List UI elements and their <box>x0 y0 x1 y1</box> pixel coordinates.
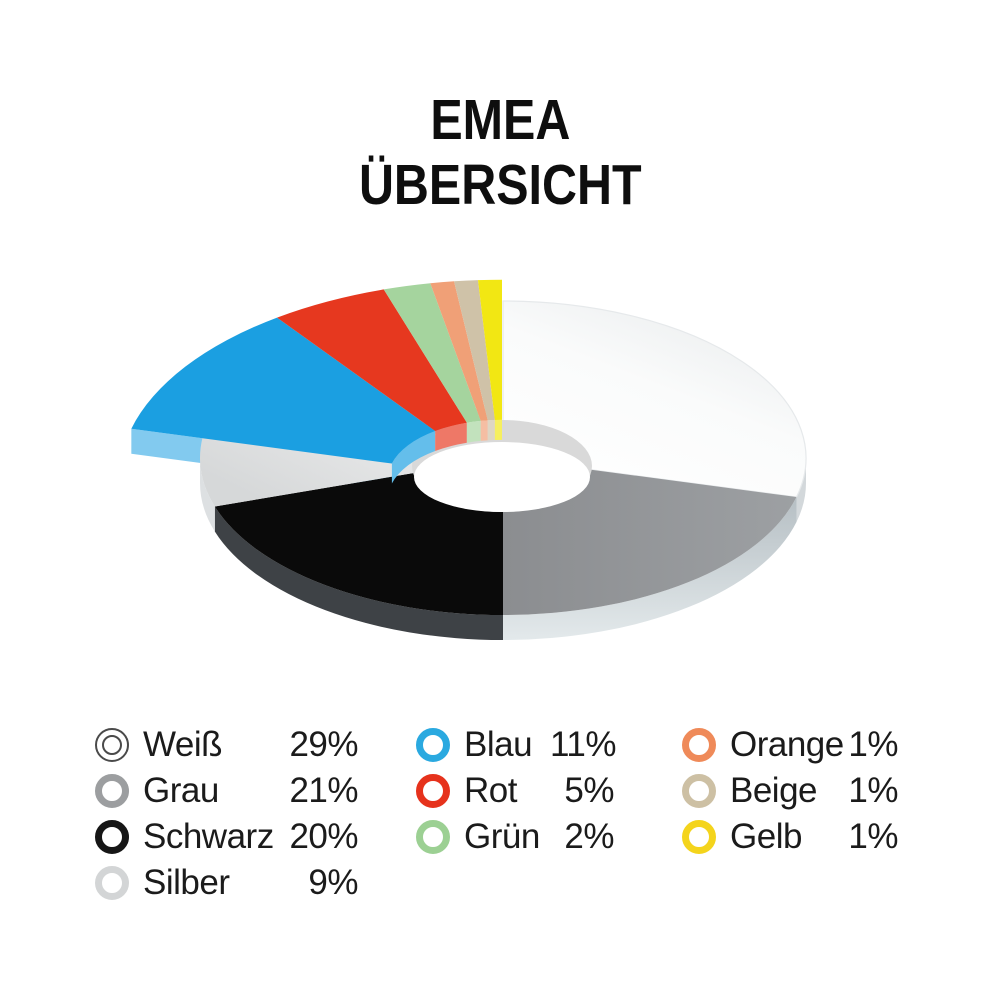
donut-hole <box>414 442 590 512</box>
legend-value: 5% <box>564 771 614 810</box>
legend-label: Schwarz <box>143 817 274 856</box>
color-ring-icon <box>416 728 450 762</box>
legend-label: Grau <box>143 771 219 810</box>
legend-item: Orange 1% <box>682 722 899 768</box>
legend-label: Blau <box>464 725 533 764</box>
color-ring-icon <box>682 820 716 854</box>
legend-label: Orange <box>730 725 844 764</box>
legend-value: 1% <box>848 725 898 764</box>
legend-label: Weiß <box>143 725 223 764</box>
pie-slice-rot <box>277 289 467 431</box>
legend-value: 2% <box>564 817 614 856</box>
legend-item: Grün 2% <box>416 814 615 860</box>
color-ring-icon <box>95 728 129 762</box>
legend-label: Grün <box>464 817 540 856</box>
pie-slice-schwarz-side <box>214 506 503 640</box>
legend-item: Grau 21% <box>95 768 359 814</box>
chart-title-line1: EMEA <box>430 88 570 152</box>
pie-slice-gruen-inner-wall <box>466 420 481 443</box>
pie-slice-grau-side <box>503 497 797 640</box>
chart-title-line2: ÜBERSICHT <box>358 153 642 217</box>
pie-slice-orange <box>430 281 488 421</box>
pie-slice-grau <box>503 458 797 615</box>
color-ring-icon <box>682 774 716 808</box>
color-ring-inner <box>102 735 122 755</box>
pie-slice-silber-side <box>199 458 215 532</box>
legend-value: 9% <box>308 863 358 902</box>
pie-slice-gelb-inner-wall <box>494 419 502 441</box>
legend-item: Schwarz 20% <box>95 814 359 860</box>
pie-slice-beige <box>454 280 495 421</box>
pie-slice-weiss-side <box>796 458 806 523</box>
pie-slice-blau-inner-wall <box>391 431 436 484</box>
legend-label: Silber <box>143 863 230 902</box>
color-ring-icon <box>682 728 716 762</box>
legend-column-3: Orange 1% Beige 1% Gelb 1% <box>682 722 899 860</box>
legend-value: 29% <box>289 725 358 764</box>
pie-slice-gelb <box>477 279 502 421</box>
pie-slice-orange-inner-wall <box>480 420 488 441</box>
pie-slice-rot-inner-wall <box>435 422 467 451</box>
color-ring-icon <box>416 820 450 854</box>
legend-item: Weiß 29% <box>95 722 359 768</box>
color-ring-icon <box>95 774 129 808</box>
color-ring-icon <box>95 866 129 900</box>
legend-column-1: Weiß 29% Grau 21% Schwarz 20% Silber 9% <box>95 722 359 906</box>
legend-item: Rot 5% <box>416 768 615 814</box>
legend-value: 20% <box>289 817 358 856</box>
legend-item: Beige 1% <box>682 768 899 814</box>
color-ring-icon <box>95 820 129 854</box>
pie-slice-beige-inner-wall <box>487 420 495 441</box>
legend-column-2: Blau 11% Rot 5% Grün 2% <box>416 722 616 860</box>
legend-label: Rot <box>464 771 517 810</box>
legend-value: 1% <box>848 771 898 810</box>
pie-slice-gruen <box>383 283 481 423</box>
legend-value: 1% <box>848 817 898 856</box>
chart-title: EMEA ÜBERSICHT <box>0 88 1000 218</box>
legend-item: Silber 9% <box>95 860 359 906</box>
legend-item: Blau 11% <box>416 722 616 768</box>
legend-label: Gelb <box>730 817 802 856</box>
color-ring-icon <box>416 774 450 808</box>
legend-value: 11% <box>550 725 616 764</box>
legend-item: Gelb 1% <box>682 814 899 860</box>
pie-slice-blau <box>131 317 436 464</box>
legend-value: 21% <box>289 771 358 810</box>
legend-label: Beige <box>730 771 818 810</box>
